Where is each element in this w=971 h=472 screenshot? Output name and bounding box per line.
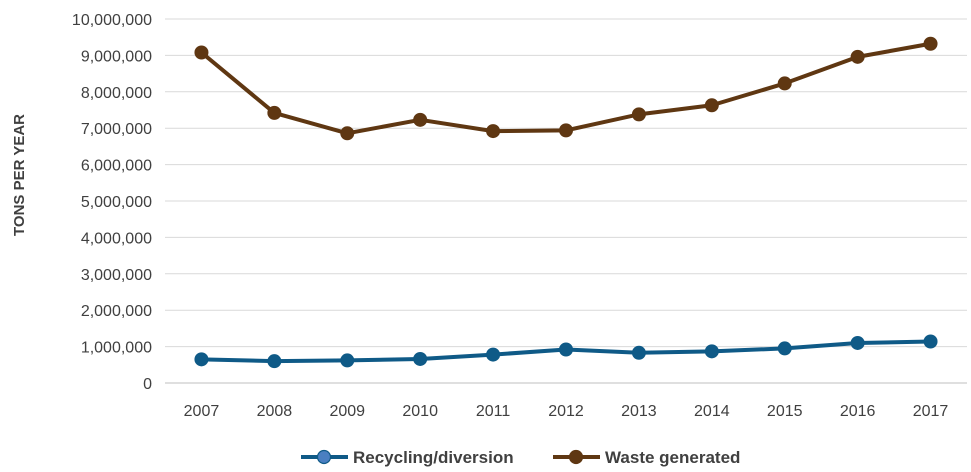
y-tick-label: 6,000,000	[81, 158, 152, 175]
data-point	[777, 76, 792, 91]
data-point	[631, 345, 646, 360]
data-point	[340, 126, 355, 141]
y-tick-label: 5,000,000	[81, 194, 152, 211]
series-lines	[194, 36, 938, 369]
data-point	[559, 342, 573, 357]
y-tick-label: 9,000,000	[81, 48, 152, 65]
y-tick-label: 1,000,000	[81, 340, 152, 357]
legend-marker-swatch	[568, 449, 584, 465]
data-point	[413, 112, 428, 127]
x-tick-label: 2012	[548, 403, 584, 420]
data-point	[194, 45, 209, 60]
legend-item: Recycling/diversion	[301, 448, 514, 467]
y-axis-tick-labels: 0 1,000,000 2,000,000 3,000,000 4,000,000 5,0…	[72, 12, 152, 393]
legend-item: Waste generated	[553, 448, 740, 467]
x-tick-label: 2009	[329, 403, 365, 420]
data-point	[486, 347, 501, 362]
y-tick-label: 3,000,000	[81, 267, 152, 284]
series-recycling-diversion	[194, 334, 938, 369]
x-tick-label: 2010	[402, 403, 438, 420]
legend: Recycling/diversion Waste generated	[301, 448, 740, 467]
data-point	[923, 334, 938, 349]
y-tick-label: 4,000,000	[81, 230, 152, 247]
legend-label: Waste generated	[605, 448, 740, 467]
gridlines	[165, 18, 967, 384]
legend-marker-swatch	[316, 449, 332, 465]
x-tick-label: 2007	[184, 403, 220, 420]
data-point	[267, 354, 282, 369]
data-point	[340, 353, 355, 368]
series-waste-generated	[194, 36, 938, 141]
data-point	[704, 344, 719, 359]
x-axis-tick-labels: 2007 2008 2009 2010 2011 2012 2013 2014 2015 2016…	[184, 403, 949, 420]
x-tick-label: 2015	[767, 403, 803, 420]
data-point	[559, 123, 573, 138]
data-point	[194, 352, 209, 367]
data-point	[704, 98, 719, 113]
data-point	[267, 105, 282, 120]
y-tick-label: 7,000,000	[81, 121, 152, 138]
y-tick-label: 10,000,000	[72, 12, 152, 29]
y-axis-title: TONS PER YEAR	[11, 114, 28, 236]
x-tick-label: 2017	[913, 403, 949, 420]
data-point	[413, 351, 428, 366]
x-tick-label: 2014	[694, 403, 730, 420]
data-point	[850, 49, 865, 64]
y-tick-label: 2,000,000	[81, 303, 152, 320]
x-tick-label: 2013	[621, 403, 657, 420]
data-point	[631, 107, 646, 122]
x-tick-label: 2011	[476, 403, 511, 420]
data-point	[777, 341, 792, 356]
legend-label: Recycling/diversion	[353, 448, 514, 467]
y-tick-label: 8,000,000	[81, 85, 152, 102]
data-point	[486, 124, 501, 139]
x-tick-label: 2008	[257, 403, 293, 420]
data-point	[923, 36, 938, 51]
x-tick-label: 2016	[840, 403, 876, 420]
y-tick-label: 0	[143, 376, 152, 393]
series-line	[199, 41, 933, 136]
data-point	[850, 335, 865, 350]
